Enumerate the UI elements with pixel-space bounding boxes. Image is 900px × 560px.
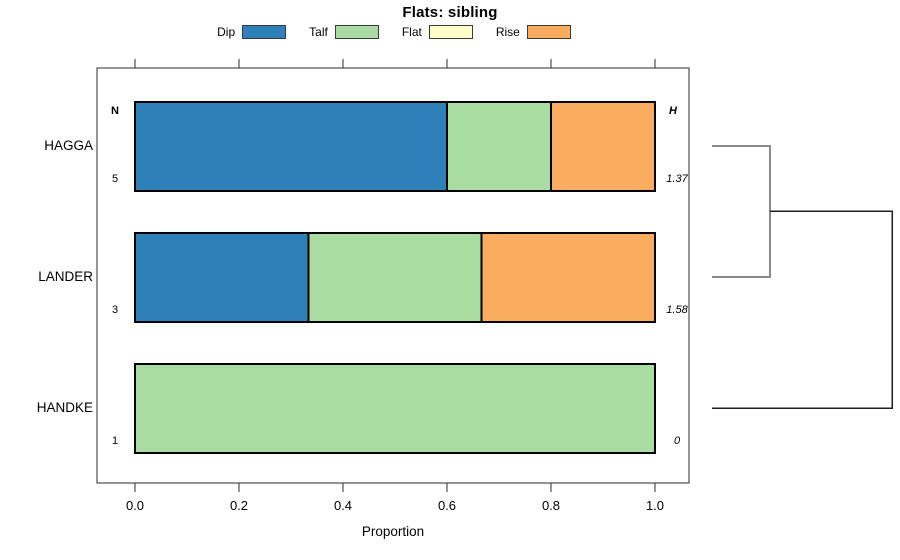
legend-label: Dip: [217, 25, 236, 39]
bar-segment-hagga-rise: [550, 101, 656, 192]
legend-swatch-rise: [526, 25, 571, 39]
bar-segment-lander-dip: [134, 232, 310, 323]
x-tick-label: 0.2: [229, 498, 249, 513]
bar-segment-hagga-talf: [446, 101, 552, 192]
row-label-lander: LANDER: [38, 268, 93, 284]
legend-label: Talf: [309, 25, 328, 39]
dendrogram-segment-1: [712, 145, 771, 278]
row-label-hagga: HAGGA: [44, 137, 93, 153]
n-column-header: N: [111, 105, 119, 117]
x-tick-label: 0.0: [125, 498, 145, 513]
x-tick-label: 1.0: [645, 498, 665, 513]
bar-segment-lander-rise: [480, 232, 656, 323]
legend: Dip Talf Flat Rise: [0, 25, 788, 39]
legend-swatch-flat: [428, 25, 473, 39]
x-tick-label: 0.8: [541, 498, 561, 513]
h-value-handke: 0: [673, 435, 681, 447]
legend-item-rise: Rise: [496, 25, 571, 39]
h-value-lander: 1.58: [666, 304, 688, 316]
bar-segment-lander-talf: [307, 232, 483, 323]
n-value-hagga: 5: [111, 173, 119, 185]
x-axis-title: Proportion: [361, 524, 425, 539]
n-value-handke: 1: [111, 435, 119, 447]
legend-swatch-dip: [242, 25, 287, 39]
h-value-hagga: 1.37: [666, 173, 688, 185]
chart-title: Flats: sibling: [402, 4, 498, 21]
dendrogram-segment-2: [712, 210, 893, 409]
row-label-handke: HANDKE: [36, 399, 93, 415]
legend-label: Flat: [401, 25, 422, 39]
x-tick-label: 0.4: [333, 498, 353, 513]
legend-label: Rise: [495, 25, 520, 39]
bar-segment-hagga-dip: [134, 101, 448, 192]
x-tick-label: 0.6: [437, 498, 457, 513]
h-column-header: H: [669, 105, 677, 117]
bar-segment-handke-talf: [134, 363, 656, 454]
legend-item-flat: Flat: [402, 25, 473, 39]
legend-swatch-talf: [334, 25, 379, 39]
n-value-lander: 3: [111, 304, 119, 316]
legend-item-talf: Talf: [309, 25, 379, 39]
plot-box: [96, 67, 690, 484]
legend-item-dip: Dip: [217, 25, 287, 39]
